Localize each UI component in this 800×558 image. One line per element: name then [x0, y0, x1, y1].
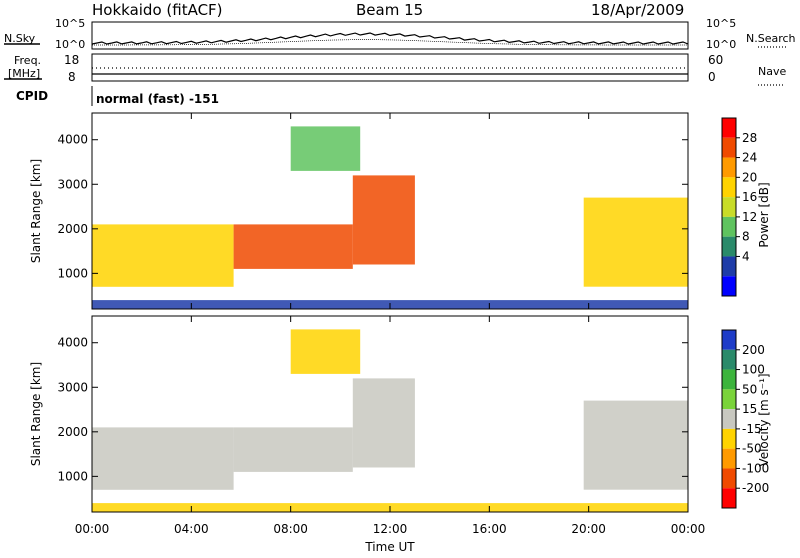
colorbar-tick-label: -200 [742, 481, 769, 495]
colorbar-segment [722, 349, 736, 370]
freq-panel-frame [91, 53, 689, 82]
nave-label: Nave [758, 65, 786, 78]
colorbar-segment [722, 369, 736, 390]
velocity-panel: 1000 2000 3000 4000 Slant Range [km] 200 100… [29, 315, 771, 513]
noise-sky-label: N.Sky [4, 32, 36, 45]
station-title: Hokkaido (fitACF) [92, 1, 223, 19]
heatmap-band [352, 378, 415, 468]
power-colorbar: 28 24 20 16 12 8 4 [721, 117, 757, 297]
time-tick-label: 12:00 [373, 522, 408, 536]
colorbar-frame [721, 329, 737, 509]
beam-title: Beam 15 [356, 1, 423, 19]
y-tick-label: 4000 [57, 133, 88, 147]
freq-left-tick-bottom: 8 [68, 70, 76, 84]
colorbar-tick-label: -15 [742, 422, 762, 436]
colorbar-tick-label: 16 [742, 190, 757, 204]
colorbar-tick-label: 15 [742, 402, 757, 416]
power-ylabel: Slant Range [km] [29, 159, 43, 263]
velocity-heatmap [92, 329, 688, 512]
colorbar-tick-label: 100 [742, 363, 765, 377]
y-tick-label: 2000 [57, 222, 88, 236]
colorbar-tick-label: 50 [742, 382, 757, 396]
power-heatmap [92, 126, 688, 309]
time-tick-label: 00:00 [75, 522, 110, 536]
y-tick-label: 4000 [57, 336, 88, 350]
power-panel: 1000 2000 3000 4000 Slant Range [km] 28 24 20… [29, 112, 771, 310]
velocity-y-axis: 1000 2000 3000 4000 [57, 336, 688, 483]
colorbar-tick-label: 28 [742, 131, 757, 145]
date-title: 18/Apr/2009 [591, 1, 684, 19]
heatmap-band [583, 400, 688, 490]
time-axis: 00:00 04:00 08:00 12:00 16:00 20:00 00:00 [75, 113, 706, 536]
colorbar-tick-label: -100 [742, 461, 769, 475]
heatmap-band [352, 175, 415, 265]
colorbar-tick-label: 200 [742, 343, 765, 357]
colorbar-segment [722, 448, 736, 469]
noise-right-tick-top: 10^5 [706, 17, 736, 30]
cpid-label: CPID [16, 89, 48, 103]
cpid-text: normal (fast) -151 [96, 92, 219, 106]
time-axis-label: Time UT [364, 540, 415, 554]
noise-left-tick-bottom: 10^0 [55, 38, 85, 51]
heatmap-band [290, 329, 361, 374]
y-tick-label: 1000 [57, 469, 88, 483]
noise-search-label: N.Search [746, 32, 796, 45]
colorbar-segment [722, 428, 736, 449]
freq-label-line1: Freq. [14, 54, 41, 67]
velocity-ylabel: Slant Range [km] [29, 362, 43, 466]
colorbar-tick-label: 8 [742, 230, 750, 244]
power-colorbar-label: Power [dB] [757, 182, 771, 247]
noise-left-tick-top: 10^5 [55, 17, 85, 30]
colorbar-segment [722, 177, 736, 198]
heatmap-band [583, 197, 688, 287]
colorbar-segment [722, 137, 736, 158]
colorbar-tick-label: 24 [742, 151, 757, 165]
velocity-colorbar-label: Velocity [m s⁻¹] [757, 373, 771, 466]
colorbar-segment [722, 157, 736, 178]
y-tick-label: 3000 [57, 380, 88, 394]
power-y-axis: 1000 2000 3000 4000 [57, 133, 688, 280]
time-tick-label: 16:00 [472, 522, 507, 536]
colorbar-segment [722, 330, 736, 350]
noise-search-trace [92, 39, 688, 46]
y-tick-label: 1000 [57, 266, 88, 280]
colorbar-frame [721, 117, 737, 297]
colorbar-segment [722, 488, 736, 508]
time-tick-label: 00:00 [671, 522, 706, 536]
nave-right-tick-bottom: 0 [708, 70, 716, 84]
nave-right-tick-top: 60 [708, 53, 723, 67]
y-tick-label: 3000 [57, 177, 88, 191]
noise-right-tick-bottom: 10^0 [706, 38, 736, 51]
y-tick-label: 2000 [57, 425, 88, 439]
colorbar-tick-label: 4 [742, 249, 750, 263]
heatmap-band [92, 224, 234, 287]
colorbar-segment [722, 389, 736, 410]
time-tick-label: 04:00 [174, 522, 209, 536]
time-tick-label: 08:00 [273, 522, 308, 536]
colorbar-segment [722, 468, 736, 489]
heatmap-band [92, 427, 234, 490]
colorbar-segment [722, 197, 736, 217]
colorbar-segment [722, 256, 736, 277]
colorbar-segment [722, 236, 736, 257]
colorbar-segment [722, 409, 736, 429]
colorbar-segment [722, 276, 736, 296]
freq-label-line2: [MHz] [8, 67, 40, 80]
colorbar-segment [722, 118, 736, 138]
colorbar-tick-label: 20 [742, 170, 757, 184]
noise-panel: N.Sky 10^5 10^0 10^5 10^0 N.Search [4, 17, 796, 51]
freq-left-tick-top: 18 [64, 53, 79, 67]
noise-panel-frame [91, 21, 689, 50]
heatmap-band [290, 126, 361, 171]
time-tick-label: 20:00 [571, 522, 606, 536]
colorbar-tick-label: -50 [742, 442, 762, 456]
freq-panel: Freq. [MHz] 18 8 60 0 Nave [4, 53, 786, 86]
heatmap-band [233, 427, 353, 472]
noise-sky-trace [91, 32, 689, 45]
colorbar-tick-label: 12 [742, 210, 757, 224]
velocity-colorbar: 200 100 50 15 -15 -50 -100 -200 [721, 329, 769, 509]
colorbar-segment [722, 216, 736, 237]
heatmap-band [233, 224, 353, 269]
